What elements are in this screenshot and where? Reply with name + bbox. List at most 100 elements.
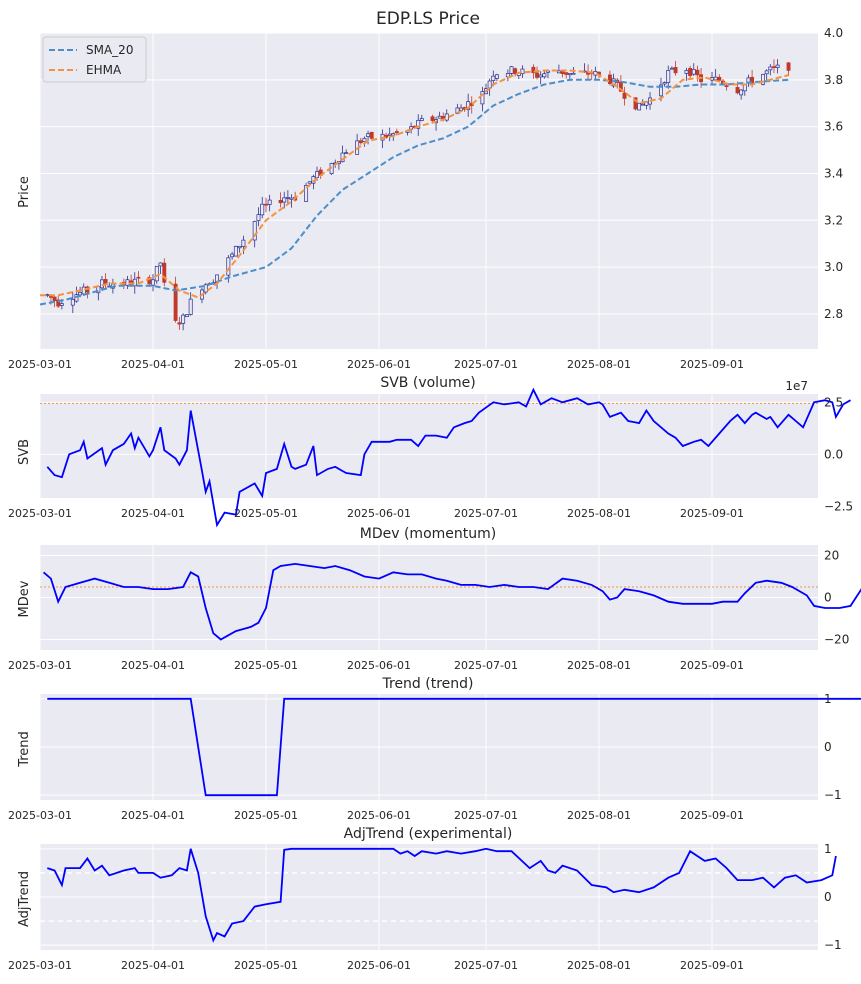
svb-plot-area (40, 394, 818, 498)
svb-y-ticks: 2.5 0.0 −2.5 (824, 395, 853, 513)
y-tick-label: 0.0 (824, 447, 843, 461)
candle-body (173, 283, 178, 321)
candle-body (430, 116, 435, 121)
candle-body (369, 131, 374, 139)
mdev-ylabel: MDev (17, 580, 32, 617)
candle-body (45, 294, 50, 296)
price-legend: SMA_20 EHMA (42, 36, 147, 83)
candle-body (307, 181, 312, 184)
candle-body (611, 78, 616, 87)
candle-body (633, 97, 638, 110)
adjtrend-reference-lines (40, 872, 818, 922)
candle-body (695, 69, 700, 76)
candle-body (188, 298, 193, 315)
candle-body (786, 62, 791, 71)
candle-body (659, 84, 663, 97)
y-tick-label: 0 (824, 890, 832, 904)
candle-body (772, 66, 776, 68)
candle-body (640, 103, 645, 106)
candle-body (264, 203, 268, 206)
trend-line (47, 697, 861, 797)
candle-body (735, 87, 740, 94)
x-tick-label: 2025-08-01 (567, 507, 631, 520)
x-tick-label: 2025-05-01 (234, 507, 298, 520)
candle-body (278, 199, 283, 204)
candle-body (52, 296, 57, 302)
candle-body (494, 74, 499, 79)
candle-body (366, 133, 371, 137)
candle-body (419, 118, 424, 121)
candle-body (267, 199, 272, 205)
candle-body (158, 262, 163, 267)
x-tick-label: 2025-03-01 (8, 507, 72, 520)
candle-body (233, 245, 238, 257)
candle-body (724, 85, 729, 88)
candle-body (520, 68, 525, 75)
x-tick-label: 2025-04-01 (121, 358, 185, 371)
candle-body (768, 66, 773, 71)
y-tick-label: 20 (824, 549, 839, 563)
y-tick-label: −1 (824, 788, 842, 802)
y-tick-label: 3.6 (824, 120, 843, 134)
x-tick-label: 2025-09-01 (680, 959, 744, 972)
candle-body (81, 286, 86, 295)
candle-body (666, 70, 671, 83)
adjtrend-grid (39, 844, 818, 950)
candle-body (607, 74, 612, 84)
candle-body (100, 279, 104, 289)
x-tick-label: 2025-05-01 (234, 659, 298, 672)
price-title: EDP.LS Price (376, 9, 480, 29)
candle-body (538, 74, 543, 78)
candle-body (437, 115, 442, 119)
candle-body (717, 76, 722, 81)
candle-body (775, 64, 780, 68)
adjtrend-ylabel: AdjTrend (17, 871, 32, 927)
candle-body (673, 67, 678, 74)
x-tick-label: 2025-05-01 (234, 809, 298, 822)
x-tick-label: 2025-07-01 (454, 809, 518, 822)
x-tick-label: 2025-03-01 (8, 659, 72, 672)
candle-body (362, 138, 367, 143)
x-tick-label: 2025-08-01 (567, 659, 631, 672)
price-y-ticks: 2.8 3.0 3.2 3.4 3.6 3.8 4.0 (824, 26, 843, 321)
candle-body (684, 70, 689, 74)
candle-body (556, 70, 561, 74)
adjtrend-title: AdjTrend (experimental) (344, 826, 513, 842)
candle-body (344, 152, 349, 154)
candle-body (662, 82, 667, 85)
candle-body (203, 284, 208, 293)
y-tick-label: 3.4 (824, 166, 843, 180)
y-tick-label: 3.0 (824, 260, 843, 274)
trend-title: Trend (trend) (382, 676, 474, 692)
candle-body (509, 66, 514, 74)
y-tick-label: 4.0 (824, 26, 843, 40)
candle-body (136, 276, 141, 279)
x-tick-label: 2025-06-01 (347, 358, 411, 371)
price-x-ticks: 2025-03-01 2025-04-01 2025-05-01 2025-06-01… (8, 358, 744, 371)
price-ylabel: Price (17, 176, 32, 208)
candle-body (230, 253, 235, 258)
svb-scale-label: 1e7 (785, 379, 808, 393)
legend-sma-label: SMA_20 (86, 43, 133, 57)
x-tick-label: 2025-04-01 (121, 659, 185, 672)
y-tick-label: 3.2 (824, 213, 843, 227)
adjtrend-panel: 10−1 2025-03-01 2025-04-01 2025-05-01 2025-… (8, 826, 842, 972)
candle-body (260, 203, 265, 216)
trend-y-ticks: 1 0 −1 (824, 692, 842, 802)
candle-body (358, 140, 363, 144)
adjtrend-y-ticks: 1 0 −1 (824, 842, 842, 952)
candle-body (384, 134, 389, 138)
candle-body (151, 279, 155, 286)
candle-body (480, 91, 485, 105)
x-tick-label: 2025-07-01 (454, 959, 518, 972)
candle-body (459, 107, 463, 111)
candle-body (154, 265, 159, 282)
candle-body (387, 133, 392, 136)
candle-body (622, 92, 627, 99)
candle-body (560, 71, 565, 74)
x-tick-label: 2025-08-01 (567, 959, 631, 972)
candle-body (531, 66, 536, 74)
x-tick-label: 2025-06-01 (347, 507, 411, 520)
x-tick-label: 2025-05-01 (234, 959, 298, 972)
candle-body (237, 245, 242, 249)
